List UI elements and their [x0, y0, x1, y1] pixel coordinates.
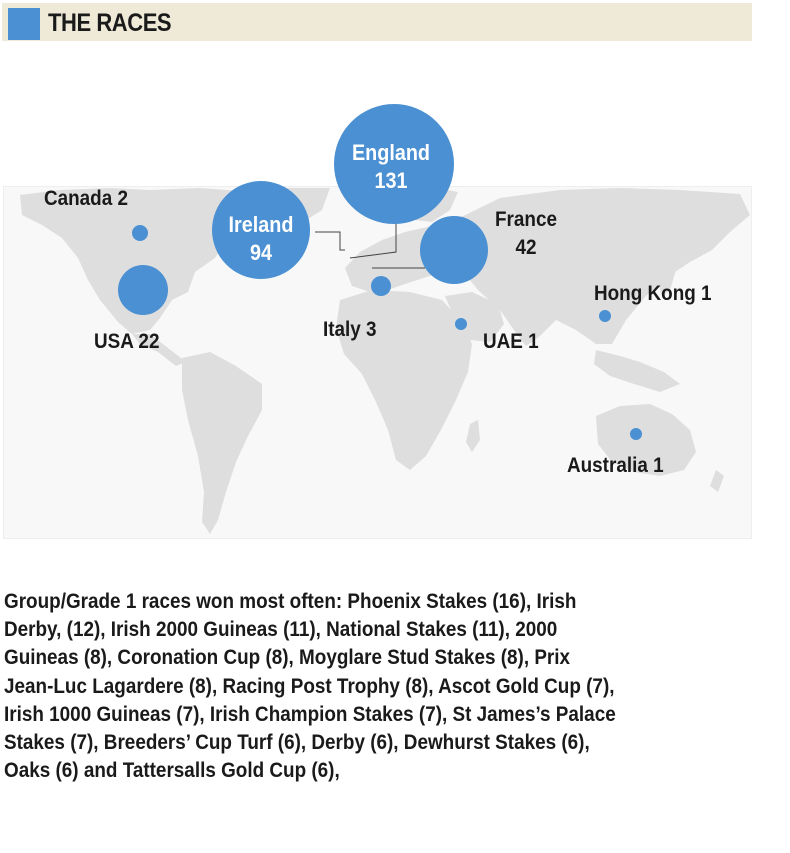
england-leader-line [349, 222, 397, 259]
usa-label: USA 22 [94, 330, 159, 353]
landmass-madagascar [466, 420, 480, 452]
summary-line: Jean-Luc Lagardere (8), Racing Post Trop… [4, 674, 615, 698]
bubble-france [420, 216, 488, 284]
bubble-italy [371, 276, 391, 296]
bubble-canada [132, 225, 148, 241]
bubble-england [334, 104, 454, 224]
header-color-swatch [8, 8, 40, 40]
landmass-asia [455, 188, 750, 346]
england-value-label: 131 [374, 169, 407, 193]
summary-line: Group/Grade 1 races won most often: Phoe… [4, 590, 577, 613]
summary-line: Guineas (8), Coronation Cup (8), Moyglar… [4, 646, 571, 670]
ireland-leader-line [315, 231, 345, 251]
bubble-uae [455, 318, 467, 330]
leader-lines [315, 222, 425, 269]
bubble-australia [630, 428, 642, 440]
ireland-name-label: Ireland [229, 213, 294, 237]
uae-label: UAE 1 [483, 330, 539, 353]
canada-label: Canada 2 [44, 187, 128, 210]
ireland-value-label: 94 [250, 241, 272, 265]
england-name-label: England [352, 141, 430, 165]
landmass-arabia [445, 292, 504, 342]
landmass-central-america [132, 334, 186, 366]
section-header: THE RACES [2, 3, 752, 41]
bubble-ireland [212, 181, 310, 279]
landmass-japan [658, 256, 676, 296]
australia-label: Australia 1 [567, 454, 664, 477]
bubble-usa [118, 265, 168, 315]
summary-line: Derby, (12), Irish 2000 Guineas (11), Na… [4, 618, 558, 642]
value-bubbles [118, 104, 642, 440]
landmass-australia [596, 404, 696, 476]
france-name-label: France [495, 208, 557, 231]
land-masses [20, 188, 750, 534]
landmass-africa [336, 290, 472, 470]
italy-label: Italy 3 [323, 318, 377, 341]
summary-line: Oaks (6) and Tattersalls Gold Cup (6), [4, 759, 340, 783]
summary-line: Stakes (7), Breeders’ Cup Turf (6), Derb… [4, 731, 590, 755]
races-summary-text: Group/Grade 1 races won most often: Phoe… [4, 588, 760, 785]
section-title: THE RACES [48, 9, 172, 37]
france-value-label: 42 [515, 236, 536, 259]
summary-line: Irish 1000 Guineas (7), Irish Champion S… [4, 702, 616, 726]
landmass-southeast-asia [594, 350, 680, 392]
landmass-south-america [182, 352, 262, 534]
landmass-new-zealand [710, 470, 724, 492]
hongkong-label: Hong Kong 1 [594, 282, 712, 305]
landmass-north-america [20, 188, 270, 334]
bubble-hongkong [599, 310, 611, 322]
